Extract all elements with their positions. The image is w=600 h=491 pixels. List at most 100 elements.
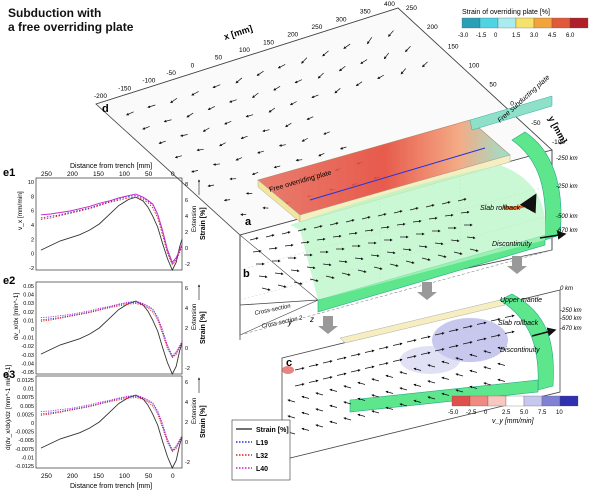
section-arrow: [308, 379, 319, 383]
velocity-arrow: [191, 91, 199, 96]
section-arrow: [294, 383, 305, 387]
section-arrow: [322, 360, 333, 364]
section-arrow: [413, 383, 422, 387]
vy-colorbar-cells: [451, 395, 579, 407]
profile-line-Strain: [40, 394, 183, 470]
velocity-arrow: [251, 172, 259, 176]
section-arrow: [336, 356, 347, 360]
e2-right-tick: 4: [185, 306, 188, 312]
flow-arrow: [460, 210, 470, 214]
e3-y-tick: 0.0125: [17, 378, 34, 384]
section-arrow: [385, 406, 394, 410]
profile-top-xlabel: Distance from trench [mm]: [70, 163, 152, 170]
flow-arrow: [377, 213, 387, 217]
strain-colorbar-cell: [551, 17, 571, 29]
flow-arrow: [300, 240, 310, 244]
flow-arrow: [412, 219, 422, 223]
vy-colorbar-cell: [505, 395, 525, 407]
e2-y-tick: 0.02: [23, 310, 34, 316]
e2-y-tick: -0.04: [21, 361, 34, 367]
velocity-arrow: [367, 37, 373, 45]
e3-y-tick: 0.005: [20, 404, 34, 410]
velocity-arrow: [163, 119, 172, 123]
flow-arrow: [309, 278, 319, 282]
top-x-tick: 50: [145, 171, 153, 178]
flow-arrow: [437, 254, 447, 258]
velocity-arrow: [235, 77, 243, 84]
velocity-arrow: [339, 146, 347, 150]
section-arrow: [378, 362, 389, 366]
section-arrow: [371, 378, 380, 382]
velocity-arrow: [229, 99, 237, 103]
vy-tick-label: 5.0: [520, 410, 529, 416]
e2-ylabel: dv_x/dx [min^-1]: [13, 293, 20, 340]
e2-y-tick: -0.02: [21, 344, 34, 350]
y-tick-label: 50: [489, 82, 497, 89]
velocity-arrow: [306, 116, 314, 120]
depth-label-500-a: -500 km: [556, 214, 578, 220]
flow-arrow: [421, 257, 431, 261]
velocity-arrow: [273, 86, 281, 91]
profile-line-L19: [40, 195, 183, 265]
e3-y-tick: 0.01: [23, 387, 34, 393]
e2-y-tick: -0.03: [21, 353, 34, 359]
top-x-tick: 0: [171, 171, 175, 178]
profile-line-Strain: [40, 300, 183, 376]
panel-label-a: a: [245, 216, 252, 228]
e3-y-tick: 0: [31, 421, 34, 427]
vy-colorbar-cell: [487, 395, 507, 407]
velocity-arrow: [180, 134, 188, 137]
e1-y-tick: 0: [31, 252, 34, 258]
section-arrow: [399, 371, 408, 375]
section-arrow: [406, 339, 417, 343]
bottom-x-tick: 200: [67, 473, 78, 480]
down-arrow-1: [417, 282, 437, 300]
section-arrow: [455, 373, 464, 377]
e3-right-tick: 2: [185, 420, 188, 426]
axis-y-label: y: [287, 318, 293, 327]
section-arrow: [399, 403, 408, 407]
vy-colorbar: -5.0 -2.5 0 2.5 5.0 7.5 10 v_y [mm/min]: [448, 395, 579, 425]
velocity-arrow: [285, 122, 292, 128]
e3-y-tick: -0.01: [21, 455, 34, 461]
legend-items: Strain [%] L19 L32 L40: [236, 427, 289, 473]
velocity-arrow: [207, 184, 215, 188]
e2-right-tick: 2: [185, 326, 188, 332]
flow-arrow: [386, 251, 396, 255]
strain-colorbar-cell: [569, 17, 589, 29]
vy-tick-label: 2.5: [502, 410, 511, 416]
label-slab-rollback-c: Slab rollback: [498, 320, 539, 327]
profile-panels: e1 e2 e3 Distance from trench [mm] Dista…: [3, 163, 207, 490]
flow-arrow: [357, 269, 367, 273]
projection-arrows: [318, 256, 527, 334]
label-slab-rollback-a: Slab rollback: [480, 205, 521, 212]
vy-red-spot: [282, 366, 294, 374]
y-tick-label: 100: [469, 62, 480, 69]
velocity-arrow: [240, 135, 248, 140]
e2-right-tick: 0: [185, 346, 188, 352]
depth-label-500-c: -500 km: [560, 316, 582, 322]
flow-arrow: [434, 242, 444, 246]
section-arrow: [497, 362, 506, 366]
section-arrow: [455, 389, 464, 393]
e1-right-tick: 4: [185, 214, 188, 220]
flow-arrow: [348, 231, 358, 235]
flow-arrow: [338, 260, 348, 264]
flow-arrow: [284, 243, 294, 247]
down-arrow-3: [318, 316, 338, 334]
e3-right-tick: 4: [185, 400, 188, 406]
strain-colorbar-cells: [461, 17, 589, 29]
section-arrow: [371, 410, 380, 414]
profile-line-L32: [40, 397, 183, 453]
x-tick-label: -150: [118, 85, 131, 92]
velocity-arrow: [355, 81, 363, 87]
strain-colorbar-cell: [479, 17, 499, 29]
section-arrow: [350, 353, 361, 357]
e1-frame: [35, 177, 183, 271]
e1-right-label: Strain [%]: [200, 207, 207, 240]
velocity-arrow: [147, 104, 156, 108]
e3-extension-label: Extension: [192, 398, 198, 424]
vy-colorbar-cell: [559, 395, 579, 407]
section-arrow: [294, 367, 305, 371]
